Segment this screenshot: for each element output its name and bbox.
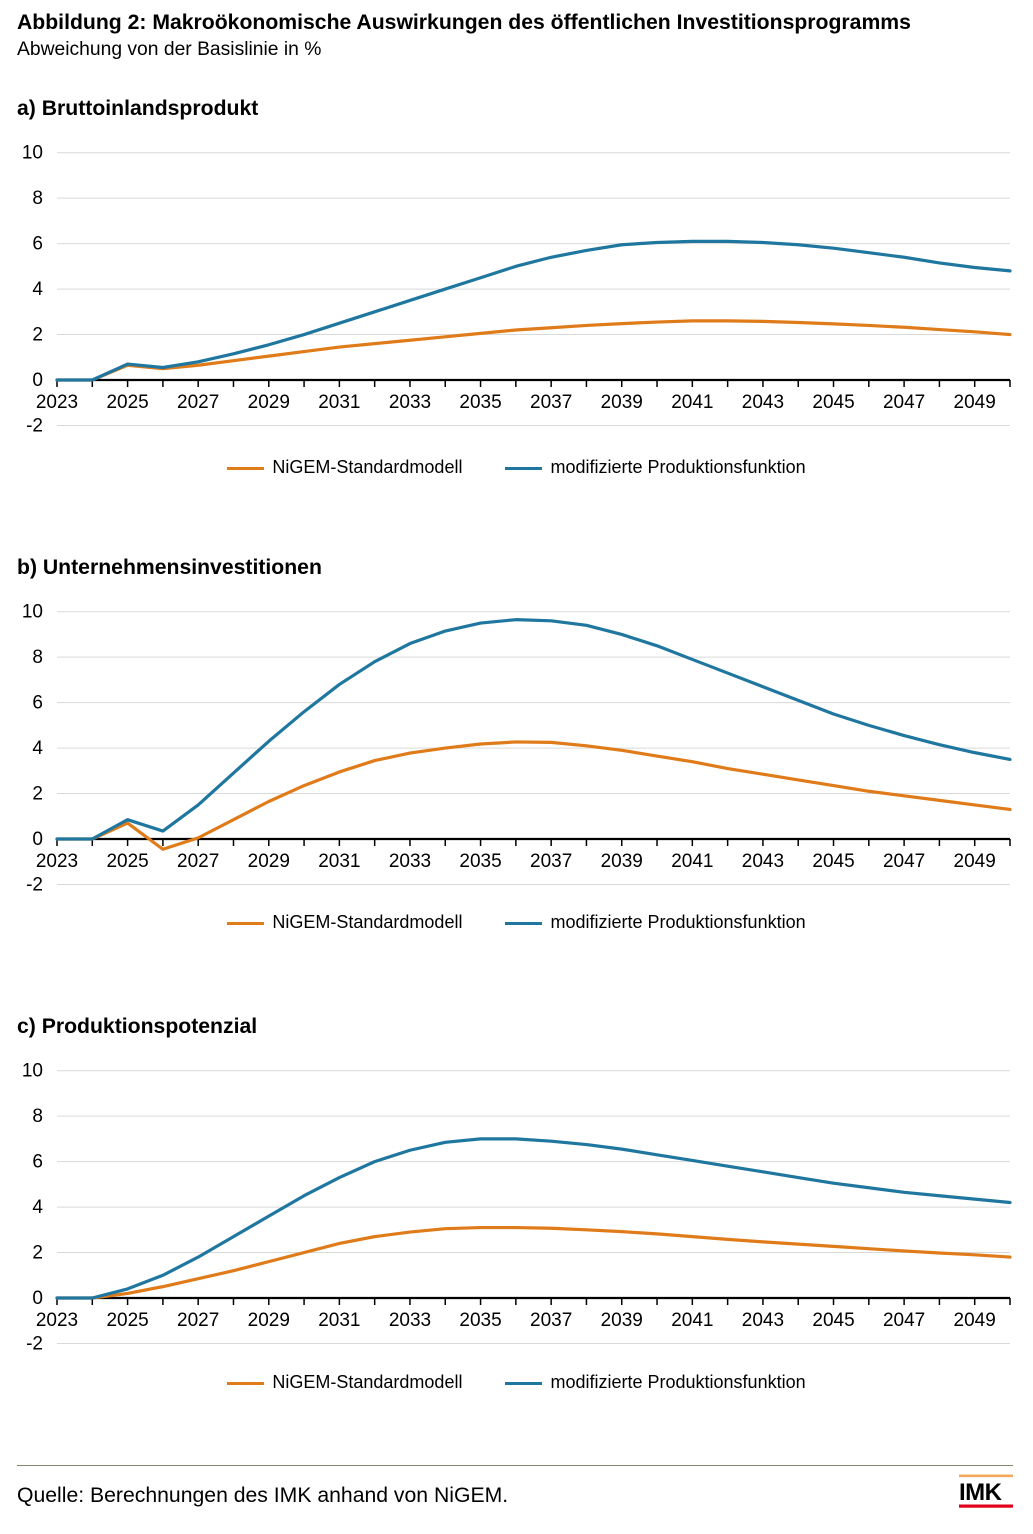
svg-text:10: 10 [22,602,43,623]
svg-text:2027: 2027 [177,1310,219,1331]
svg-text:2025: 2025 [106,1310,148,1331]
svg-text:2035: 2035 [459,851,501,872]
svg-text:4: 4 [32,1197,43,1218]
svg-text:2049: 2049 [954,851,996,872]
svg-text:2029: 2029 [248,851,290,872]
svg-text:0: 0 [32,370,43,391]
svg-text:2029: 2029 [248,392,290,413]
svg-text:8: 8 [32,647,43,668]
svg-text:2031: 2031 [318,1310,360,1331]
svg-text:2025: 2025 [106,392,148,413]
svg-text:2041: 2041 [671,1310,713,1331]
svg-text:2039: 2039 [601,851,643,872]
svg-text:2037: 2037 [530,851,572,872]
svg-text:2031: 2031 [318,392,360,413]
svg-text:2047: 2047 [883,1310,925,1331]
svg-text:8: 8 [32,1106,43,1127]
svg-text:8: 8 [32,188,43,209]
svg-text:2039: 2039 [601,392,643,413]
svg-text:2045: 2045 [812,851,854,872]
svg-text:2029: 2029 [248,1310,290,1331]
svg-text:2047: 2047 [883,851,925,872]
svg-text:-2: -2 [26,415,43,436]
svg-text:2049: 2049 [954,392,996,413]
svg-text:6: 6 [32,234,43,255]
svg-text:2023: 2023 [36,392,78,413]
svg-text:2033: 2033 [389,1310,431,1331]
svg-text:2037: 2037 [530,1310,572,1331]
svg-text:2033: 2033 [389,851,431,872]
svg-text:0: 0 [32,829,43,850]
svg-text:2: 2 [32,784,43,805]
svg-text:2: 2 [32,1243,43,1264]
svg-text:2031: 2031 [318,851,360,872]
svg-text:0: 0 [32,1288,43,1309]
svg-text:2047: 2047 [883,392,925,413]
svg-text:2035: 2035 [459,1310,501,1331]
svg-text:-2: -2 [26,1333,43,1354]
svg-text:2025: 2025 [106,851,148,872]
svg-text:2043: 2043 [742,851,784,872]
svg-text:2035: 2035 [459,392,501,413]
svg-text:IMK: IMK [959,1479,1003,1506]
svg-text:2037: 2037 [530,392,572,413]
svg-text:10: 10 [22,1061,43,1082]
svg-text:2043: 2043 [742,392,784,413]
svg-text:2041: 2041 [671,851,713,872]
svg-text:2039: 2039 [601,1310,643,1331]
svg-text:10: 10 [22,143,43,164]
svg-text:2023: 2023 [36,1310,78,1331]
svg-text:2027: 2027 [177,392,219,413]
svg-text:4: 4 [32,279,43,300]
svg-text:2: 2 [32,325,43,346]
svg-text:2023: 2023 [36,851,78,872]
svg-text:4: 4 [32,738,43,759]
svg-text:2049: 2049 [954,1310,996,1331]
svg-text:2043: 2043 [742,1310,784,1331]
svg-text:2033: 2033 [389,392,431,413]
svg-text:2041: 2041 [671,392,713,413]
svg-text:2045: 2045 [812,392,854,413]
svg-text:2027: 2027 [177,851,219,872]
svg-text:-2: -2 [26,874,43,895]
svg-text:6: 6 [32,693,43,714]
svg-text:6: 6 [32,1152,43,1173]
svg-text:2045: 2045 [812,1310,854,1331]
